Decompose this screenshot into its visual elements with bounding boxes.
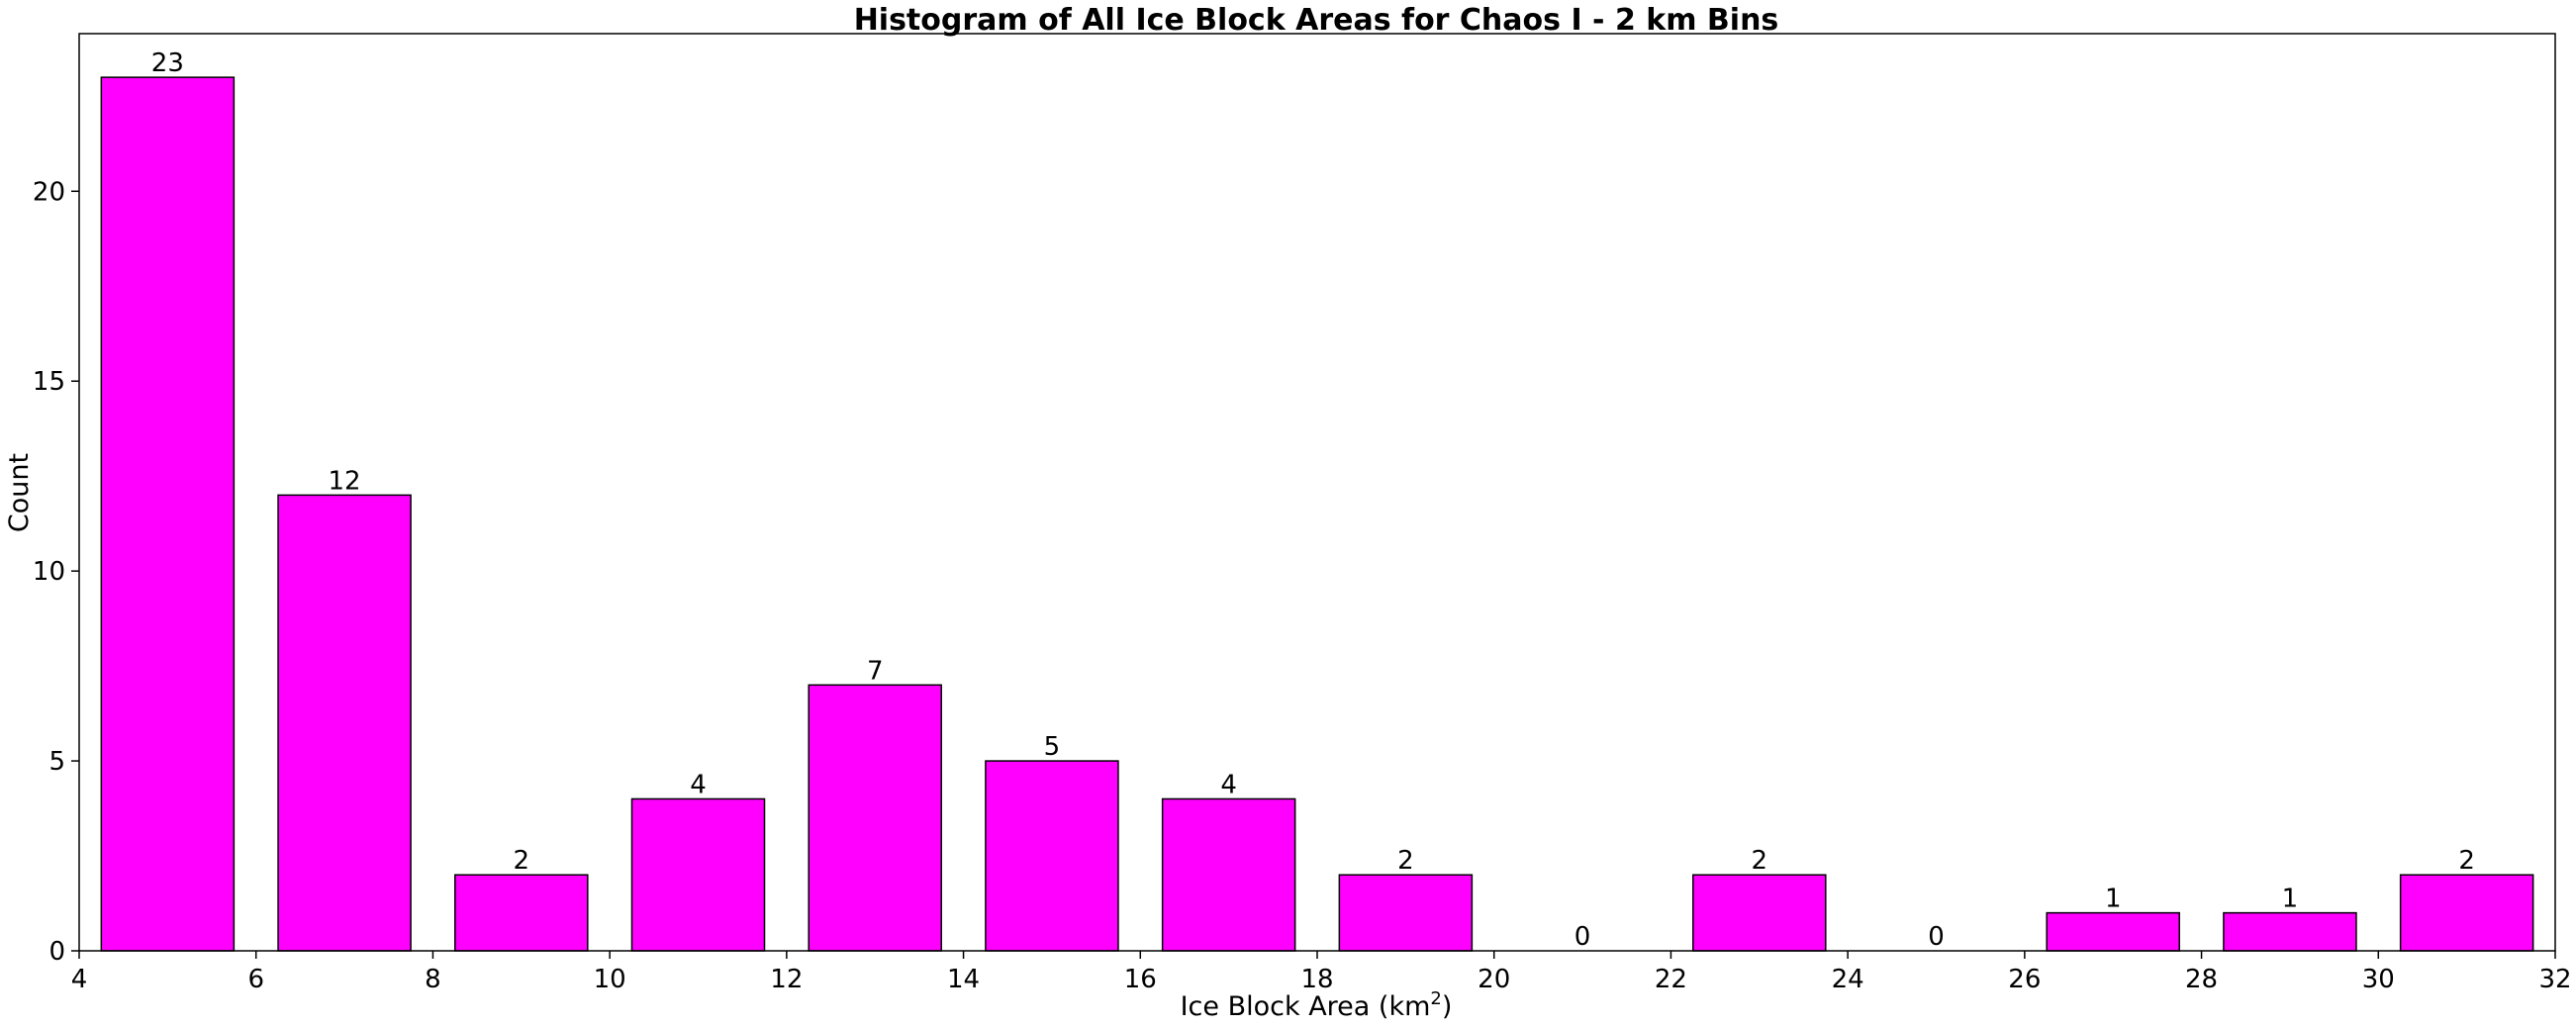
x-tick-label: 16	[1124, 965, 1157, 994]
bar-value-label: 0	[1574, 922, 1591, 952]
bar-value-label: 2	[1752, 846, 1768, 876]
bar-26-28	[2046, 911, 2180, 952]
bar-value-label: 2	[514, 846, 530, 876]
y-axis: 0 5 10 15 20	[33, 177, 79, 967]
x-axis-label: Ice Block Area (km2)	[1181, 988, 1453, 1022]
bar-4-6	[100, 76, 236, 952]
bar-value-label: 12	[329, 466, 361, 496]
x-tick-label: 22	[1655, 965, 1687, 994]
y-tick-label: 20	[33, 177, 65, 207]
x-axis: 4 6 8 10 12 14 16 18 20 22 24 26 28 30 32	[71, 951, 2572, 994]
x-tick-label: 14	[947, 965, 980, 994]
bar-14-16	[985, 760, 1119, 952]
bar-8-10	[454, 874, 589, 952]
bar-value-label: 4	[690, 770, 707, 799]
x-tick-label: 20	[1478, 965, 1510, 994]
bar-value-label: 7	[867, 656, 884, 686]
plot-frame	[78, 33, 2556, 952]
x-tick-label: 18	[1300, 965, 1333, 994]
bars-group	[100, 76, 2534, 952]
bar-value-label: 2	[1397, 846, 1414, 876]
bar-value-label: 2	[2458, 846, 2475, 876]
bar-value-label: 1	[2105, 885, 2122, 914]
bar-22-24	[1692, 874, 1827, 952]
x-tick-label: 8	[425, 965, 441, 994]
x-tick-label: 6	[247, 965, 264, 994]
bar-16-18	[1161, 797, 1296, 952]
bar-value-label: 1	[2282, 885, 2299, 914]
bar-value-label: 0	[1928, 922, 1945, 952]
y-tick-label: 0	[48, 937, 65, 967]
y-tick-label: 5	[48, 747, 65, 777]
bar-18-20	[1338, 874, 1474, 952]
x-tick-label: 24	[1832, 965, 1864, 994]
y-axis-label: Count	[4, 453, 35, 532]
x-tick-label: 28	[2185, 965, 2218, 994]
x-tick-label: 10	[594, 965, 626, 994]
x-tick-label: 30	[2362, 965, 2395, 994]
bar-value-label: 5	[1044, 732, 1061, 762]
y-tick-label: 15	[33, 367, 65, 397]
x-tick-label: 12	[770, 965, 803, 994]
bar-value-label: 4	[1220, 770, 1237, 799]
bar-value-label: 23	[151, 48, 184, 78]
x-tick-label: 32	[2538, 965, 2571, 994]
x-tick-label: 26	[2008, 965, 2041, 994]
bar-10-12	[630, 797, 766, 952]
bar-28-30	[2223, 911, 2357, 952]
y-tick-label: 10	[33, 557, 65, 587]
chart-title: Histogram of All Ice Block Areas for Cha…	[854, 3, 1779, 38]
x-tick-label: 4	[71, 965, 88, 994]
bar-6-8	[277, 494, 412, 952]
bar-12-14	[808, 684, 942, 952]
bar-30-32	[2399, 874, 2534, 952]
